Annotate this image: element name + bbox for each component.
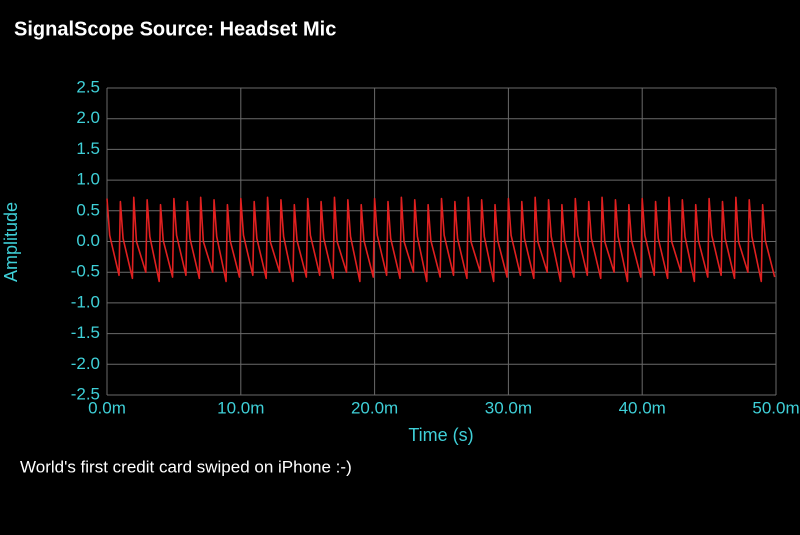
y-tick-label: 2.0 [76, 108, 100, 127]
y-tick-label: 0.5 [76, 200, 100, 219]
x-tick-label: 40.0m [619, 398, 666, 417]
x-tick-label: 20.0m [351, 398, 398, 417]
y-tick-label: -1.5 [71, 323, 100, 342]
caption: World's first credit card swiped on iPho… [20, 457, 352, 476]
y-axis-label: Amplitude [1, 202, 21, 282]
y-tick-label: -2.5 [71, 384, 100, 403]
y-tick-label: 2.5 [76, 77, 100, 96]
y-tick-label: 1.5 [76, 139, 100, 158]
chart-title: SignalScope Source: Headset Mic [14, 18, 336, 40]
x-tick-label: 10.0m [217, 398, 264, 417]
y-tick-label: -1.0 [71, 292, 100, 311]
x-axis-label: Time (s) [408, 425, 473, 445]
x-tick-label: 50.0m [752, 398, 799, 417]
y-tick-label: -2.0 [71, 354, 100, 373]
y-tick-label: 1.0 [76, 170, 100, 189]
x-tick-label: 0.0m [88, 398, 126, 417]
y-tick-label: -0.5 [71, 262, 100, 281]
signal-line [106, 196, 776, 283]
x-tick-label: 30.0m [485, 398, 532, 417]
y-tick-label: 0.0 [76, 231, 100, 250]
